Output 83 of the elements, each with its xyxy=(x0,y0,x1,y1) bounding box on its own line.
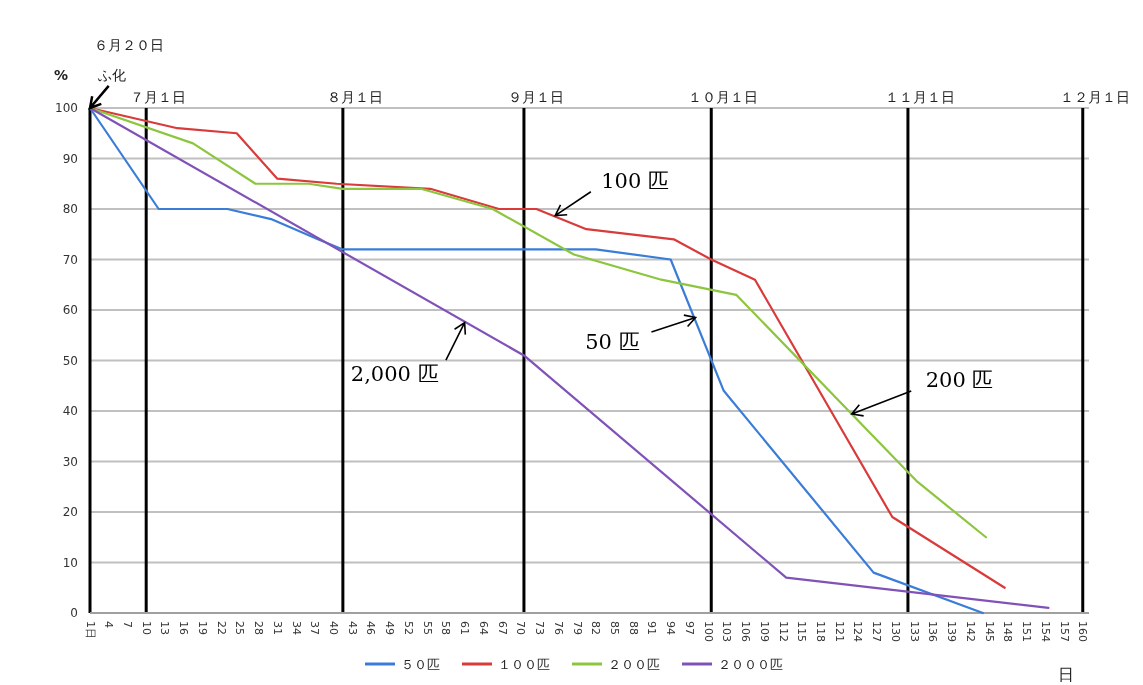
text: ６月２０日 xyxy=(94,37,164,53)
x-tick-label: 37 xyxy=(308,621,322,635)
ref-line-label: ８月１日 xyxy=(326,89,383,105)
x-tick-label: 145 xyxy=(982,621,996,642)
x-tick-label: 10 xyxy=(139,621,153,635)
x-tick-label: 43 xyxy=(345,621,359,635)
x-tick-label: 52 xyxy=(401,621,415,635)
x-tick-label: 19 xyxy=(195,621,209,635)
x-tick-label: 25 xyxy=(233,621,247,635)
y-tick-label: 50 xyxy=(62,353,78,368)
legend-label: １００匹 xyxy=(498,657,550,672)
ref-line-label: ７月１日 xyxy=(130,89,187,105)
x-tick-label: 133 xyxy=(907,621,921,642)
y-axis-title: % xyxy=(54,67,69,83)
x-tick-label: 46 xyxy=(364,621,378,635)
x-tick-label: 40 xyxy=(327,621,341,635)
x-tick-label: 61 xyxy=(458,621,472,635)
x-tick-label: 118 xyxy=(814,621,828,642)
annotation: ふ化 xyxy=(97,67,126,83)
x-tick-label: 76 xyxy=(551,621,565,635)
y-tick-label: 40 xyxy=(62,404,78,418)
x-tick-label: 115 xyxy=(795,621,809,642)
x-tick-label: 151 xyxy=(1020,621,1034,642)
legend-label: ５０匹 xyxy=(401,657,440,672)
x-tick-label: 13 xyxy=(158,621,172,635)
annotation: 2,000 匹 xyxy=(350,361,439,386)
x-tick-label: 82 xyxy=(589,621,603,635)
x-axis-title: 日 xyxy=(1058,665,1074,684)
x-tick-label: 16 xyxy=(177,621,191,635)
x-tick-label: 103 xyxy=(720,621,734,642)
x-tick-label: 4 xyxy=(102,621,116,628)
x-tick-label: 112 xyxy=(776,621,790,642)
ref-line-label: ９月１日 xyxy=(507,89,564,105)
legend-label: ２００匹 xyxy=(608,657,660,672)
x-tick-label: 70 xyxy=(514,621,528,635)
y-tick-label: 70 xyxy=(62,252,78,267)
x-tick-label: 58 xyxy=(439,621,453,635)
x-tick-label: 55 xyxy=(420,621,434,635)
x-tick-label: 106 xyxy=(739,621,753,642)
x-tick-label: 34 xyxy=(289,621,303,635)
y-tick-label: 80 xyxy=(62,202,78,216)
ref-line-label: １２月１日 xyxy=(1059,89,1130,105)
x-tick-label: 160 xyxy=(1076,621,1090,642)
x-tick-label: 28 xyxy=(252,621,266,635)
x-tick-label: 91 xyxy=(645,621,659,635)
x-tick-label: 121 xyxy=(832,621,846,642)
legend-label: ２０００匹 xyxy=(718,657,783,672)
x-tick-label: 73 xyxy=(533,621,547,635)
y-tick-label: 10 xyxy=(62,555,78,570)
x-tick-label: 142 xyxy=(963,621,977,642)
x-tick-label: 109 xyxy=(757,621,771,642)
x-tick-label: 7 xyxy=(120,621,134,628)
y-tick-label: 100 xyxy=(55,101,78,115)
x-tick-label: 127 xyxy=(870,621,884,642)
x-tick-label: 85 xyxy=(607,621,621,635)
x-tick-label: 88 xyxy=(626,621,640,635)
annotation: 200 匹 xyxy=(925,368,994,393)
x-tick-label: 100 xyxy=(701,621,715,642)
x-tick-label: 136 xyxy=(926,621,940,642)
x-tick-label: 1日 xyxy=(83,621,97,639)
ref-line-label: １０月１日 xyxy=(688,89,759,105)
x-tick-label: 64 xyxy=(476,621,490,635)
x-tick-label: 139 xyxy=(945,621,959,642)
y-tick-label: 30 xyxy=(62,454,78,469)
x-tick-label: 79 xyxy=(570,621,584,635)
y-tick-label: 60 xyxy=(62,303,78,317)
x-tick-label: 94 xyxy=(664,621,678,635)
y-tick-label: 90 xyxy=(62,151,78,166)
x-tick-label: 157 xyxy=(1057,621,1071,642)
ref-line-label: １１月１日 xyxy=(884,89,955,105)
annotation: 100 匹 xyxy=(601,168,669,193)
y-tick-label: 20 xyxy=(62,505,78,519)
x-tick-label: 22 xyxy=(214,621,228,635)
x-tick-label: 124 xyxy=(851,621,865,642)
x-tick-label: 154 xyxy=(1038,621,1052,642)
x-tick-label: 31 xyxy=(270,621,284,635)
annotation: 50 匹 xyxy=(585,329,640,354)
x-tick-label: 67 xyxy=(495,621,509,635)
x-tick-label: 148 xyxy=(1001,621,1015,642)
x-tick-label: 130 xyxy=(888,621,902,642)
x-tick-label: 97 xyxy=(682,621,696,635)
y-tick-label: 0 xyxy=(70,606,78,620)
x-tick-label: 49 xyxy=(383,621,397,635)
